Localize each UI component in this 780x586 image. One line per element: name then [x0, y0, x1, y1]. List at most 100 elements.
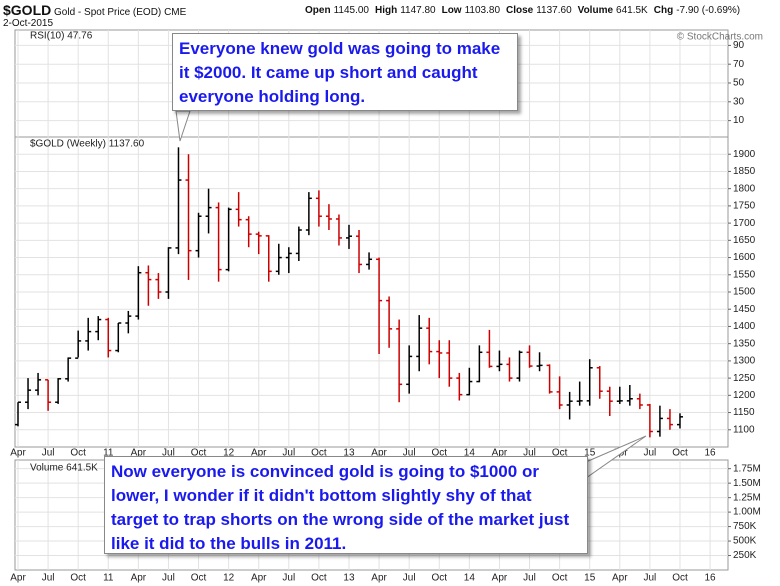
- instrument-name: Gold - Spot Price (EOD): [54, 7, 162, 18]
- y-tick-label: 1350: [733, 338, 756, 349]
- credit: © StockCharts.com: [677, 32, 763, 43]
- y-tick-label: 1700: [733, 218, 756, 229]
- y-tick-label: 1500: [733, 287, 756, 298]
- y-tick-label: 1.75M: [733, 463, 761, 474]
- panel-label: RSI(10) 47.76: [30, 31, 93, 42]
- y-tick-label: 1100: [733, 424, 755, 435]
- x-tick-label: 16: [705, 448, 717, 459]
- x-tick-label: Jul: [403, 448, 416, 459]
- x-tick-label: 12: [223, 448, 235, 459]
- quote-value: 1103.80: [464, 5, 500, 16]
- x-tick-label: 15: [584, 573, 596, 584]
- x-tick-label: Apr: [10, 573, 26, 584]
- y-tick-label: 1750: [733, 201, 756, 212]
- x-tick-label: Jul: [162, 448, 175, 459]
- quote-value: 1137.60: [536, 5, 572, 16]
- x-tick-label: Apr: [251, 573, 267, 584]
- annotation: Everyone knew gold was going to make it …: [172, 33, 518, 111]
- y-tick-label: 1.50M: [733, 478, 761, 489]
- y-tick-label: 1.25M: [733, 492, 761, 503]
- x-tick-label: Apr: [131, 573, 147, 584]
- y-tick-label: 1200: [733, 390, 756, 401]
- y-tick-label: 70: [733, 59, 745, 70]
- y-tick-label: 1800: [733, 183, 756, 194]
- quote-value: 1147.80: [400, 5, 436, 16]
- quote-label: Low: [441, 5, 462, 16]
- quote: Open 1145.00 High 1147.80 Low 1103.80 Close 113…: [299, 5, 740, 16]
- y-tick-label: 30: [733, 96, 745, 107]
- y-tick-label: 500K: [733, 536, 757, 547]
- x-tick-label: Jul: [42, 448, 55, 459]
- x-tick-label: Apr: [371, 448, 387, 459]
- x-tick-label: Apr: [492, 573, 508, 584]
- x-tick-label: Oct: [431, 573, 447, 584]
- quote-label: Close: [506, 5, 534, 16]
- x-tick-label: Apr: [492, 448, 508, 459]
- callout-pointer: [175, 110, 191, 142]
- annotation: Now everyone is convinced gold is going …: [104, 456, 588, 554]
- x-tick-label: Apr: [251, 448, 267, 459]
- x-tick-label: Jul: [523, 573, 536, 584]
- x-tick-label: 12: [223, 573, 235, 584]
- y-tick-label: 1400: [733, 321, 756, 332]
- quote-label: High: [374, 5, 398, 16]
- y-tick-label: 1650: [733, 235, 756, 246]
- x-tick-label: 13: [343, 448, 355, 459]
- x-tick-label: Jul: [282, 573, 295, 584]
- panel-label: Volume 641.5K: [30, 463, 98, 474]
- x-tick-label: Oct: [70, 448, 86, 459]
- y-tick-label: 1550: [733, 269, 756, 280]
- x-tick-label: Apr: [612, 573, 628, 584]
- x-tick-label: Jul: [162, 573, 175, 584]
- x-tick-label: Oct: [672, 573, 688, 584]
- y-tick-label: 1900: [733, 149, 756, 160]
- quote-value: 641.5K: [616, 5, 648, 16]
- x-tick-label: Oct: [552, 573, 568, 584]
- y-tick-label: 1600: [733, 252, 756, 263]
- y-tick-label: 250K: [733, 550, 757, 561]
- header: $GOLD Gold - Spot Price (EOD) CME 2-Oct-…: [3, 2, 777, 29]
- x-tick-label: 11: [103, 573, 114, 584]
- y-tick-label: 1250: [733, 373, 756, 384]
- x-tick-label: Oct: [311, 573, 327, 584]
- x-tick-label: Jul: [42, 573, 55, 584]
- y-tick-label: 1300: [733, 356, 756, 367]
- x-tick-label: Apr: [10, 448, 26, 459]
- x-tick-label: 11: [103, 448, 114, 459]
- y-tick-label: 1.00M: [733, 507, 761, 518]
- y-tick-label: 1850: [733, 166, 756, 177]
- quote-label: Open: [305, 5, 331, 16]
- x-tick-label: Jul: [643, 448, 656, 459]
- x-tick-label: Oct: [431, 448, 447, 459]
- x-tick-label: Apr: [371, 573, 387, 584]
- y-tick-label: 90: [733, 40, 745, 51]
- y-tick-label: 50: [733, 78, 745, 89]
- exchange: CME: [164, 7, 187, 18]
- x-tick-label: Oct: [191, 573, 207, 584]
- panel-label: $GOLD (Weekly) 1137.60: [30, 139, 145, 150]
- symbol: $GOLD: [3, 2, 52, 18]
- x-tick-label: Oct: [311, 448, 327, 459]
- x-tick-label: Apr: [131, 448, 147, 459]
- y-tick-label: 1450: [733, 304, 756, 315]
- x-tick-label: Jul: [523, 448, 536, 459]
- x-tick-label: Jul: [643, 573, 656, 584]
- x-tick-label: Oct: [672, 448, 688, 459]
- quote-value: 1145.00: [333, 5, 369, 16]
- x-tick-label: 16: [705, 573, 717, 584]
- quote-label: Volume: [577, 5, 614, 16]
- x-tick-label: Oct: [191, 448, 207, 459]
- y-tick-label: 1150: [733, 407, 755, 418]
- x-tick-label: 14: [464, 573, 476, 584]
- y-tick-label: 10: [733, 115, 745, 126]
- x-tick-label: 14: [464, 448, 476, 459]
- x-tick-label: Jul: [282, 448, 295, 459]
- x-tick-label: 13: [343, 573, 355, 584]
- date: 2-Oct-2015: [3, 18, 54, 29]
- x-tick-label: Oct: [552, 448, 568, 459]
- y-tick-label: 750K: [733, 521, 757, 532]
- quote-label: Chg: [653, 5, 674, 16]
- quote-value: -7.90 (-0.69%): [676, 5, 741, 16]
- x-tick-label: Oct: [70, 573, 86, 584]
